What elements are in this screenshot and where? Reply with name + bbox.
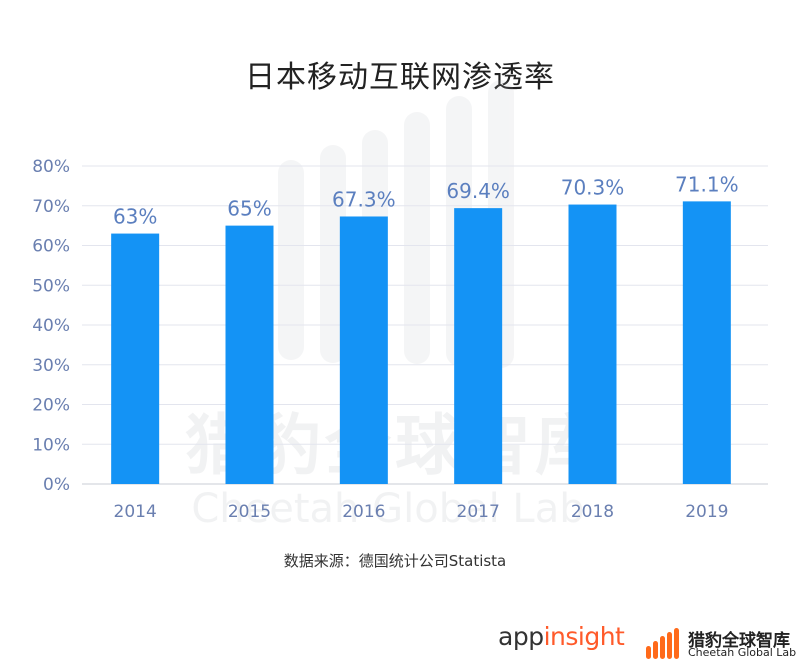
gridlines [82,165,768,485]
bar [111,233,160,484]
y-tick-label: 60% [32,237,70,257]
bar-value-label: 63% [113,205,157,229]
x-tick-label: 2019 [685,502,728,522]
value-labels: 63% 65% 67.3% 69.4% 70.3% 71.1% [113,172,739,228]
bar-series [111,201,731,485]
chart-title: 日本移动互联网渗透率 [245,60,555,95]
y-axis-ticks: 0% 10% 20% 30% 40% 50% 60% 70% 80% [32,157,70,495]
y-tick-label: 40% [32,316,70,336]
y-tick-label: 50% [32,276,70,296]
y-tick-label: 30% [32,356,70,376]
cheetah-global-lab-logo: 猎豹全球智库 Cheetah Global Lab [644,626,800,660]
x-tick-label: 2014 [114,502,157,522]
x-tick-label: 2016 [342,502,385,522]
bar-value-label: 69.4% [446,179,510,203]
appinsight-logo: appinsight [498,622,625,651]
bar [339,216,388,485]
x-axis-ticks: 2014 2015 2016 2017 2018 2019 [114,502,729,522]
bar-value-label: 71.1% [675,172,739,196]
x-tick-label: 2015 [228,502,271,522]
y-tick-label: 10% [32,435,70,455]
y-tick-label: 20% [32,396,70,416]
x-tick-label: 2017 [457,502,500,522]
bar [568,204,617,484]
cheetah-logo-en: Cheetah Global Lab [688,646,797,659]
source-note: 数据来源：德国统计公司Statista [283,552,507,570]
bar-value-label: 67.3% [332,187,396,211]
bar [454,208,503,484]
y-tick-label: 80% [32,157,70,177]
cheetah-logo-cn: 猎豹全球智库 [688,631,790,651]
watermark-text-en: Cheetah Global Lab [191,486,584,532]
bar-value-label: 65% [227,197,271,221]
appinsight-logo-prefix: app [498,622,544,651]
y-tick-label: 0% [43,475,70,495]
x-tick-label: 2018 [571,502,614,522]
bar [225,225,274,484]
cheetah-bars-icon [646,628,679,659]
bar [682,201,731,484]
appinsight-logo-suffix: insight [543,622,625,651]
y-tick-label: 70% [32,197,70,217]
bar-value-label: 70.3% [561,176,625,200]
